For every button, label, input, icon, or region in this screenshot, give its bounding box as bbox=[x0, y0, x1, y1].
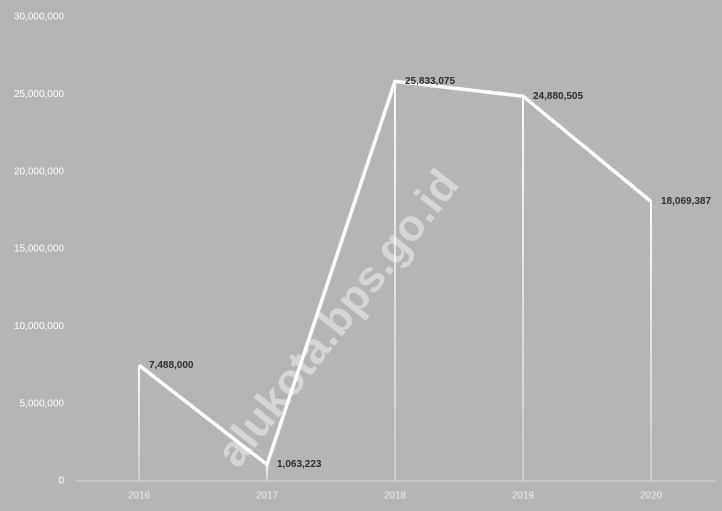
data-label: 25,833,075 bbox=[405, 76, 455, 87]
x-tick-label: 2020 bbox=[640, 491, 663, 502]
data-label: 7,488,000 bbox=[149, 360, 194, 371]
line bbox=[137, 79, 653, 468]
drop-line bbox=[266, 464, 268, 481]
x-tick-label: 2016 bbox=[128, 491, 151, 502]
data-label: 24,880,505 bbox=[533, 91, 583, 102]
x-tick-label: 2019 bbox=[512, 491, 535, 502]
x-tick-label: 2018 bbox=[384, 491, 407, 502]
y-tick-label: 30,000,000 bbox=[14, 12, 64, 23]
data-label: 18,069,387 bbox=[661, 196, 711, 207]
x-tick-label: 2017 bbox=[256, 491, 279, 502]
y-tick-label: 25,000,000 bbox=[14, 89, 64, 100]
y-tick-label: 0 bbox=[58, 476, 64, 487]
drop-line bbox=[394, 81, 396, 482]
drop-line bbox=[522, 96, 524, 482]
y-tick-label: 15,000,000 bbox=[14, 244, 64, 255]
drop-line bbox=[650, 201, 652, 482]
data-label: 1,063,223 bbox=[277, 459, 322, 470]
y-tick-label: 10,000,000 bbox=[14, 321, 64, 332]
y-tick-label: 20,000,000 bbox=[14, 166, 64, 177]
y-tick-label: 5,000,000 bbox=[20, 398, 65, 409]
drop-line bbox=[138, 365, 140, 481]
